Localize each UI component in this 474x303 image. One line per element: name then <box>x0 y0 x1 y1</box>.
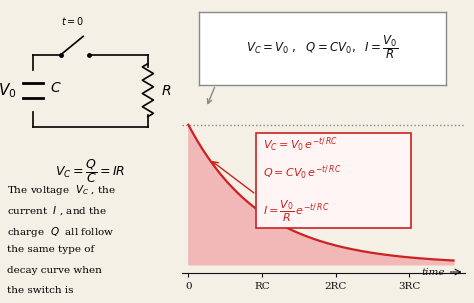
Text: the switch is: the switch is <box>8 286 74 295</box>
Text: $t=0$: $t=0$ <box>61 15 85 27</box>
Text: $V_0$: $V_0$ <box>0 82 17 100</box>
Text: $V_C = V_0\,e^{-t/\,RC}$: $V_C = V_0\,e^{-t/\,RC}$ <box>264 135 339 154</box>
Text: $I = \dfrac{V_0}{R}\,e^{-t/\,RC}$: $I = \dfrac{V_0}{R}\,e^{-t/\,RC}$ <box>264 199 330 224</box>
Text: decay curve when: decay curve when <box>8 266 102 275</box>
Text: $V_C = \dfrac{Q}{C} = IR$: $V_C = \dfrac{Q}{C} = IR$ <box>55 158 126 185</box>
Text: $R$: $R$ <box>161 84 172 98</box>
Text: $Q = CV_0\,e^{-t/\,RC}$: $Q = CV_0\,e^{-t/\,RC}$ <box>264 163 342 182</box>
Text: the same type of: the same type of <box>8 245 95 254</box>
Text: The voltage  $V_C$ , the: The voltage $V_C$ , the <box>8 183 117 197</box>
Text: current  $I$ , and the: current $I$ , and the <box>8 204 108 217</box>
Text: $V_C = V_0\ ,\ \ Q = CV_0,\ \ I = \dfrac{V_0}{R}$: $V_C = V_0\ ,\ \ Q = CV_0,\ \ I = \dfrac… <box>246 33 399 61</box>
FancyBboxPatch shape <box>256 133 411 228</box>
Text: time: time <box>421 268 445 277</box>
Text: charge  $Q$  all follow: charge $Q$ all follow <box>8 225 115 238</box>
Text: $C$: $C$ <box>50 81 62 95</box>
